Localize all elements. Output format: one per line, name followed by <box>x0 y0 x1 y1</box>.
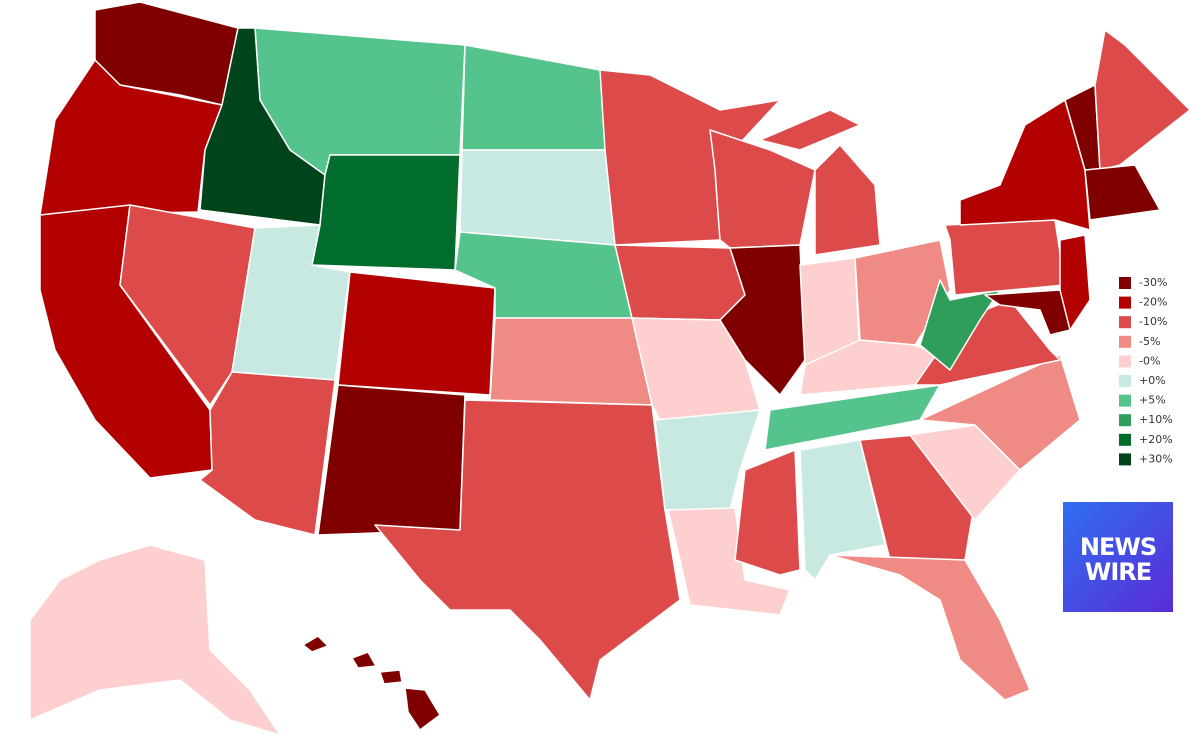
logo-text: WIRE <box>1085 558 1151 586</box>
state <box>734 449 801 576</box>
state <box>29 544 281 736</box>
legend-swatch <box>1119 335 1131 348</box>
state <box>459 149 616 246</box>
state <box>317 384 466 536</box>
state <box>379 669 403 685</box>
state <box>489 317 653 406</box>
state <box>1084 164 1161 221</box>
legend-swatch <box>1119 355 1131 368</box>
legend-label: +30% <box>1139 452 1173 465</box>
legend-label: +20% <box>1139 433 1173 446</box>
state <box>404 687 441 731</box>
state <box>614 244 746 321</box>
state <box>944 219 1066 296</box>
legend: -30% -20% -10% -5% -0% +0% +5% +10% +20% +30% <box>1119 276 1173 466</box>
state <box>919 279 1001 371</box>
legend-swatch <box>1119 296 1131 309</box>
legend-label: -20% <box>1139 296 1167 309</box>
logo-box <box>1063 502 1173 612</box>
legend-label: -10% <box>1139 315 1167 328</box>
state <box>374 399 681 701</box>
legend-label: +0% <box>1139 374 1166 387</box>
state <box>829 554 1031 701</box>
legend-label: -0% <box>1139 354 1160 367</box>
legend-label: +5% <box>1139 394 1166 407</box>
legend-swatch <box>1119 316 1131 329</box>
legend-swatch <box>1119 277 1131 289</box>
state <box>759 109 861 151</box>
states <box>29 1 1191 736</box>
legend-swatch <box>1119 375 1131 387</box>
state <box>311 154 461 271</box>
state <box>654 409 761 511</box>
state <box>814 144 881 256</box>
state <box>119 204 256 406</box>
state <box>461 44 611 151</box>
legend-label: -5% <box>1139 335 1160 348</box>
legend-label: -30% <box>1139 276 1167 289</box>
state <box>1094 29 1191 171</box>
state <box>919 354 1081 471</box>
state <box>39 59 223 216</box>
logo-text: NEWS <box>1080 533 1156 561</box>
state <box>859 434 976 561</box>
state <box>302 635 329 653</box>
legend-swatch <box>1119 453 1131 466</box>
legend-swatch <box>1119 394 1131 407</box>
state <box>337 271 496 396</box>
state <box>667 507 791 616</box>
state <box>199 371 336 536</box>
legend-swatch <box>1119 414 1131 427</box>
logo: NEWS WIRE <box>1063 502 1173 612</box>
state <box>351 651 377 669</box>
legend-label: +10% <box>1139 413 1173 426</box>
legend-swatch <box>1119 433 1131 446</box>
state <box>984 289 1071 336</box>
